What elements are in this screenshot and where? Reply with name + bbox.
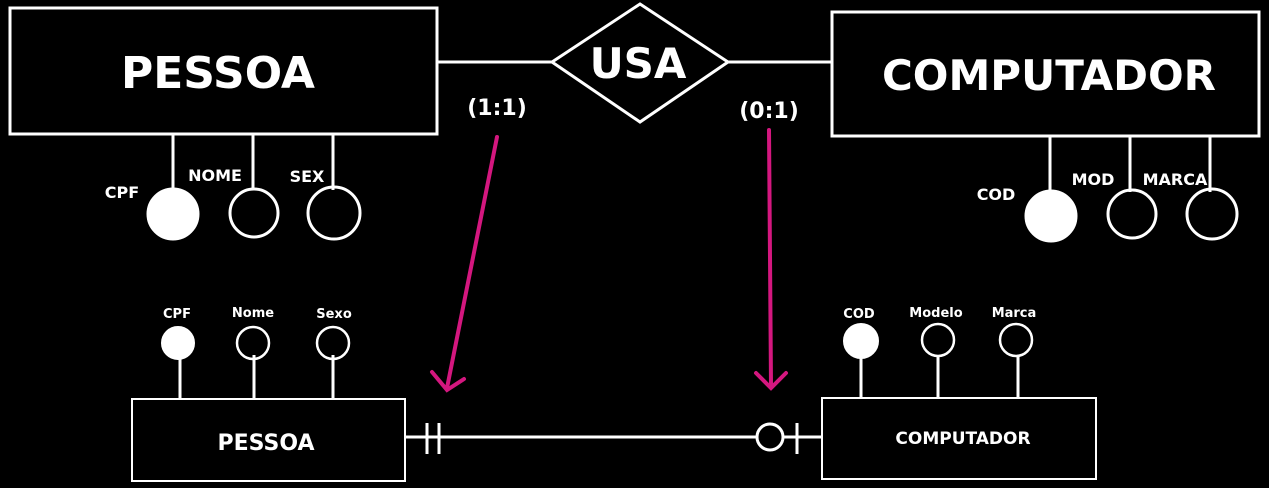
- logical-attr-sexo-label: Sexo: [316, 307, 352, 322]
- optional-one-marker: [755, 422, 799, 454]
- conceptual-attrs-pessoa: [171, 134, 335, 190]
- entity-pessoa-label: PESSOA: [121, 48, 315, 99]
- attr-mod-label: MOD: [1072, 170, 1115, 189]
- entity-computador-label: COMPUTADOR: [882, 51, 1216, 100]
- relationship-usa-diamond: [549, 2, 731, 124]
- logical-computador-label: COMPUTADOR: [895, 429, 1030, 449]
- logical-computador-box: [821, 397, 1097, 480]
- cardinality-left: (1:1): [467, 96, 527, 121]
- logical-attr-modelo-label: Modelo: [909, 306, 962, 321]
- attr-sex-label: SEX: [290, 167, 325, 186]
- logical-attr-cpf-key-circle: [161, 326, 195, 360]
- attr-sex-circle: [306, 185, 362, 241]
- entity-computador-box: [830, 10, 1261, 138]
- arrow-left: [430, 135, 499, 393]
- relationship-usa-label: USA: [590, 39, 687, 88]
- arrow-right: [754, 128, 788, 391]
- logical-attr-nome-circle: [235, 325, 271, 361]
- logical-attr-sexo-circle: [315, 325, 351, 361]
- attr-mod-circle: [1106, 188, 1158, 240]
- logical-attr-modelo-circle: [920, 322, 956, 358]
- attr-cod-label: COD: [977, 185, 1016, 204]
- attr-marca-circle: [1185, 187, 1239, 241]
- attr-cod-key-circle: [1024, 189, 1078, 243]
- attr-nome-circle: [228, 187, 280, 239]
- logical-attr-cod-key-circle: [843, 323, 879, 359]
- logical-pessoa-label: PESSOA: [218, 431, 315, 456]
- attr-cpf-label: CPF: [105, 183, 139, 202]
- conceptual-attrs-computador: [1048, 136, 1212, 192]
- logical-attr-marca-circle: [998, 322, 1034, 358]
- entity-pessoa-box: [8, 6, 439, 136]
- attr-cpf-key-circle: [146, 187, 200, 241]
- cardinality-right: (0:1): [739, 99, 799, 124]
- logical-pessoa-box: [131, 398, 406, 482]
- logical-attr-cod-label: COD: [843, 307, 875, 322]
- attr-nome-label: NOME: [188, 166, 242, 185]
- logical-attr-cpf-label: CPF: [163, 307, 191, 322]
- mandatory-one-marker: [425, 423, 441, 454]
- attr-marca-label: MARCA: [1143, 170, 1208, 189]
- logical-attr-nome-label: Nome: [232, 306, 274, 321]
- logical-attr-marca-label: Marca: [992, 306, 1037, 321]
